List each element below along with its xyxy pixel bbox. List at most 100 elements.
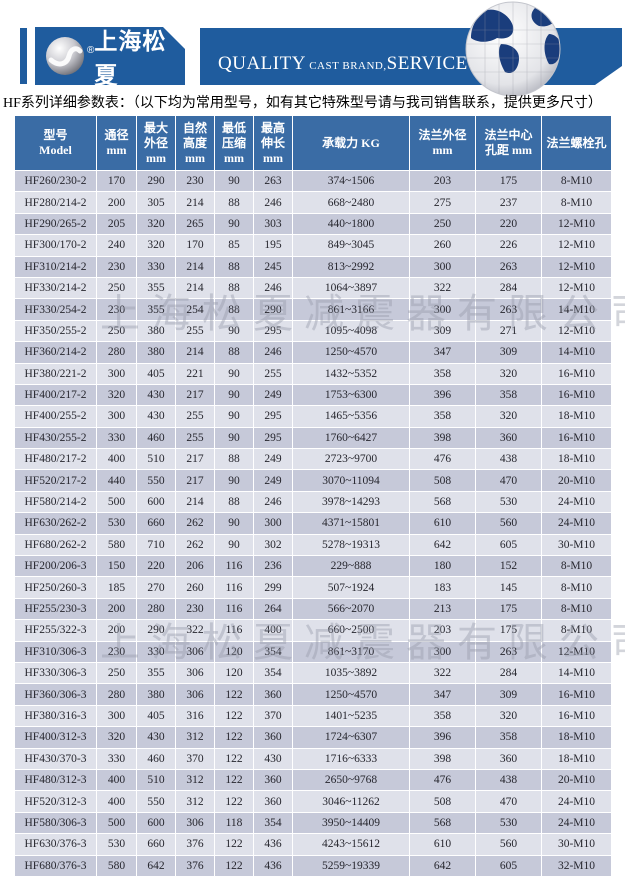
songxia-logo-icon (46, 37, 84, 75)
column-header: 承载力 KG (292, 115, 410, 171)
table-cell: 355 (136, 276, 176, 300)
table-cell: 330 (136, 640, 176, 663)
table-cell: 300 (409, 298, 476, 321)
table-cell: 88 (214, 298, 254, 321)
table-cell: 271 (475, 319, 542, 343)
table-cell: 90 (214, 319, 254, 343)
table-cell: 116 (214, 597, 254, 621)
table-cell: 380 (136, 341, 176, 364)
table-cell: 320 (136, 234, 176, 257)
table-cell: 1035~3892 (292, 661, 410, 685)
table-cell: 500 (96, 811, 137, 835)
table-cell: 430 (136, 726, 176, 749)
table-cell: 813~2992 (292, 255, 410, 278)
table-cell: 237 (475, 191, 542, 214)
table-cell: 116 (214, 555, 254, 578)
table-cell: 530 (96, 512, 137, 535)
table-cell: 290 (136, 619, 176, 642)
table-cell: 295 (253, 426, 293, 450)
table-cell: 88 (214, 276, 254, 300)
table-cell: 122 (214, 833, 254, 856)
table-cell: 550 (136, 469, 176, 492)
table-cell: 264 (253, 597, 293, 621)
table-cell: 245 (253, 255, 293, 278)
table-cell: 220 (475, 212, 542, 236)
table-cell: 360 (475, 747, 542, 770)
table-cell: 322 (175, 619, 215, 642)
table-cell: HF630/376-3 (14, 833, 97, 856)
table-cell: 660 (136, 833, 176, 856)
table-cell: 320 (475, 405, 542, 428)
table-cell: 88 (214, 191, 254, 214)
table-row: HF520/217-2 440 550 217 90 249 3070~11094 508 47… (14, 469, 612, 492)
table-cell: 214 (175, 255, 215, 278)
table-cell: 20-M10 (541, 768, 612, 792)
table-cell: 320 (96, 726, 137, 749)
table-cell: 376 (175, 854, 215, 877)
table-cell: 295 (253, 405, 293, 428)
column-header: 法兰螺栓孔 (541, 115, 612, 171)
table-cell: 16-M10 (541, 383, 612, 407)
table-cell: 175 (475, 619, 542, 642)
table-cell: 214 (175, 341, 215, 364)
column-header: 通径 mm (96, 115, 137, 171)
table-cell: 280 (136, 597, 176, 621)
table-cell: 4243~15612 (292, 833, 410, 856)
table-cell: 116 (214, 619, 254, 642)
table-cell: 354 (253, 811, 293, 835)
table-cell: 605 (475, 533, 542, 557)
table-cell: 203 (409, 169, 476, 193)
table-cell: 249 (253, 383, 293, 407)
table-cell: 347 (409, 341, 476, 364)
table-row: HF400/217-2 320 430 217 90 249 1753~6300 396 358… (14, 383, 612, 407)
table-cell: 2650~9768 (292, 768, 410, 792)
table-cell: 358 (475, 383, 542, 407)
table-cell: 90 (214, 533, 254, 557)
table-cell: 300 (409, 640, 476, 663)
table-cell: 214 (175, 490, 215, 514)
table-cell: 280 (96, 341, 137, 364)
table-cell: 262 (175, 512, 215, 535)
table-cell: 12-M10 (541, 276, 612, 300)
table-cell: 8-M10 (541, 619, 612, 642)
table-cell: 440~1800 (292, 212, 410, 236)
table-cell: 8-M10 (541, 576, 612, 599)
table-cell: 312 (175, 790, 215, 813)
table-cell: 120 (214, 640, 254, 663)
table-cell: HF480/217-2 (14, 448, 97, 471)
table-row: HF310/306-3 230 330 306 120 354 861~3170 300 263… (14, 640, 612, 663)
table-cell: 330 (96, 747, 137, 770)
table-cell: 152 (475, 555, 542, 578)
table-row: HF360/214-2 280 380 214 88 246 1250~4570 347 309… (14, 341, 612, 364)
table-cell: 861~3166 (292, 298, 410, 321)
table-cell: 122 (214, 704, 254, 728)
table-cell: HF330/214-2 (14, 276, 97, 300)
table-cell: 185 (96, 576, 137, 599)
table-row: HF290/265-2 205 320 265 90 303 440~1800 250 220 1… (14, 212, 612, 236)
table-cell: 90 (214, 169, 254, 193)
table-cell: 170 (96, 169, 137, 193)
table-cell: 354 (253, 661, 293, 685)
table-cell: HF350/255-2 (14, 319, 97, 343)
table-cell: 12-M10 (541, 255, 612, 278)
table-cell: 312 (175, 726, 215, 749)
table-cell: 660 (136, 512, 176, 535)
table-cell: 217 (175, 469, 215, 492)
table-cell: 380 (136, 683, 176, 706)
table-cell: 530 (475, 811, 542, 835)
table-cell: 320 (136, 212, 176, 236)
table-cell: 90 (214, 469, 254, 492)
table-cell: HF680/262-2 (14, 533, 97, 557)
table-cell: 230 (175, 597, 215, 621)
table-cell: 18-M10 (541, 747, 612, 770)
table-cell: 8-M10 (541, 597, 612, 621)
table-cell: 122 (214, 854, 254, 877)
table-row: HF480/217-2 400 510 217 88 249 2723~9700 476 438… (14, 448, 612, 471)
table-cell: 32-M10 (541, 854, 612, 877)
table-cell: 2723~9700 (292, 448, 410, 471)
table-cell: 550 (136, 790, 176, 813)
table-cell: 122 (214, 768, 254, 792)
table-cell: HF255/230-3 (14, 597, 97, 621)
table-cell: 263 (475, 640, 542, 663)
table-cell: 300 (96, 704, 137, 728)
